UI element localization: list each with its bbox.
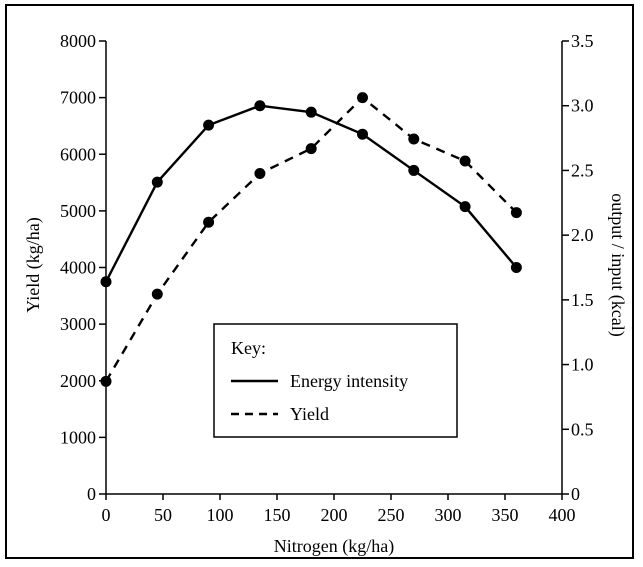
legend: Key: Energy intensity Yield: [213, 323, 458, 438]
data-point-yield: [510, 207, 522, 219]
axes: 0 50 100 150 200 250 300 350 4000100020003000400…: [60, 31, 594, 525]
y-left-tick-label: 0: [87, 484, 96, 504]
y-right-tick-label: 2.0: [571, 225, 594, 245]
x-tick-label: 300: [435, 505, 462, 525]
data-point-energy-intensity: [408, 164, 420, 176]
data-point-energy-intensity: [459, 201, 471, 213]
y-right-tick-label: 0.5: [571, 419, 594, 439]
data-point-energy-intensity: [151, 176, 163, 188]
data-point-yield: [305, 143, 317, 155]
x-tick-label: 100: [207, 505, 234, 525]
data-point-energy-intensity: [510, 262, 522, 273]
x-tick-label: 400: [549, 505, 576, 525]
y-left-tick-label: 6000: [60, 144, 96, 164]
series-line-energy-intensity: [104, 104, 518, 283]
data-point-yield: [203, 216, 215, 228]
y-left-tick-label: 3000: [60, 314, 96, 334]
x-tick-label: 350: [492, 505, 519, 525]
x-tick-label: 200: [321, 505, 348, 525]
data-point-yield: [459, 155, 471, 167]
data-point-yield: [151, 288, 163, 300]
y-left-tick-label: 4000: [60, 258, 96, 278]
legend-label-energy-intensity: Energy intensity: [290, 371, 408, 391]
data-point-energy-intensity: [203, 119, 215, 131]
y-left-tick-label: 8000: [60, 31, 96, 51]
data-point-energy-intensity: [100, 276, 112, 288]
legend-title: Key:: [231, 338, 266, 358]
y-right-tick-label: 1.0: [571, 355, 594, 375]
y-right-tick-label: 0: [571, 484, 580, 504]
legend-label-yield: Yield: [290, 404, 329, 424]
x-tick-label: 150: [264, 505, 291, 525]
x-axis-label: Nitrogen (kg/ha): [274, 536, 394, 557]
y-right-tick-label: 3.5: [571, 31, 594, 51]
y-right-tick-label: 3.0: [571, 96, 594, 116]
data-point-yield: [408, 133, 420, 145]
y-left-tick-label: 1000: [60, 427, 96, 447]
data-point-energy-intensity: [357, 128, 368, 140]
x-tick-label: 50: [154, 505, 172, 525]
x-tick-label: 0: [102, 505, 111, 525]
data-point-yield: [254, 168, 266, 180]
series-layer: [100, 92, 522, 387]
y-right-tick-label: 2.5: [571, 160, 594, 180]
y-left-tick-label: 2000: [60, 371, 96, 391]
y-axis-right-label: output / input (kcal): [607, 193, 628, 336]
x-tick-label: 250: [378, 505, 405, 525]
y-axis-left-label: Yield (kg/ha): [23, 217, 44, 312]
data-point-yield: [357, 92, 368, 104]
y-left-tick-label: 5000: [60, 201, 96, 221]
data-point-energy-intensity: [305, 106, 317, 118]
y-right-tick-label: 1.5: [571, 290, 594, 310]
y-left-tick-label: 7000: [60, 88, 96, 108]
series-line-yield: [104, 96, 518, 382]
data-point-energy-intensity: [254, 100, 266, 112]
data-point-yield: [100, 375, 112, 387]
